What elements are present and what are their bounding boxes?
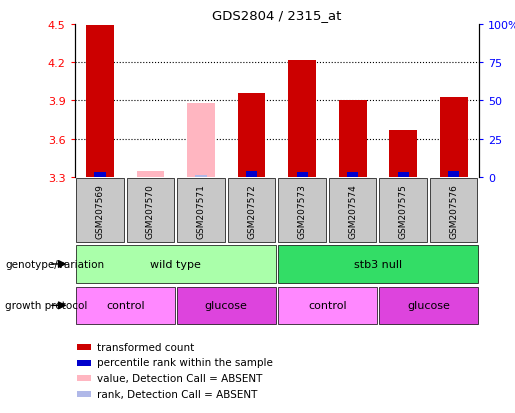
Bar bbox=[278, 287, 377, 324]
Text: rank, Detection Call = ABSENT: rank, Detection Call = ABSENT bbox=[97, 389, 258, 399]
Text: genotype/variation: genotype/variation bbox=[5, 259, 104, 269]
Bar bbox=[379, 287, 478, 324]
Text: GSM207574: GSM207574 bbox=[348, 183, 357, 238]
Bar bbox=[94, 173, 106, 178]
Bar bbox=[77, 391, 91, 397]
Bar bbox=[398, 173, 409, 178]
Bar bbox=[430, 179, 477, 242]
Bar bbox=[237, 93, 265, 178]
Text: value, Detection Call = ABSENT: value, Detection Call = ABSENT bbox=[97, 373, 262, 383]
Bar bbox=[329, 179, 376, 242]
Text: control: control bbox=[106, 301, 145, 311]
Bar bbox=[228, 179, 276, 242]
Bar bbox=[389, 131, 417, 178]
Bar bbox=[297, 173, 307, 178]
Bar bbox=[77, 344, 91, 350]
Bar bbox=[380, 179, 427, 242]
Text: GSM207576: GSM207576 bbox=[449, 183, 458, 238]
Bar bbox=[177, 179, 225, 242]
Bar bbox=[77, 360, 91, 366]
Text: wild type: wild type bbox=[150, 259, 201, 269]
Bar bbox=[339, 101, 367, 178]
Text: percentile rank within the sample: percentile rank within the sample bbox=[97, 358, 273, 368]
Text: stb3 null: stb3 null bbox=[354, 259, 402, 269]
Text: transformed count: transformed count bbox=[97, 342, 194, 352]
Bar bbox=[288, 60, 316, 178]
Text: GSM207569: GSM207569 bbox=[95, 183, 105, 238]
Bar bbox=[86, 26, 114, 178]
Text: control: control bbox=[308, 301, 347, 311]
Bar bbox=[76, 246, 276, 283]
Text: GSM207573: GSM207573 bbox=[298, 183, 306, 238]
Bar bbox=[127, 179, 174, 242]
Text: GSM207575: GSM207575 bbox=[399, 183, 408, 238]
Bar bbox=[177, 287, 276, 324]
Text: GSM207572: GSM207572 bbox=[247, 183, 256, 238]
Bar bbox=[187, 104, 215, 178]
Bar bbox=[76, 287, 175, 324]
Title: GDS2804 / 2315_at: GDS2804 / 2315_at bbox=[212, 9, 341, 22]
Bar bbox=[347, 173, 358, 178]
Bar bbox=[440, 97, 468, 178]
Bar bbox=[196, 176, 207, 178]
Text: GSM207571: GSM207571 bbox=[197, 183, 205, 238]
Bar bbox=[76, 179, 124, 242]
Bar bbox=[278, 246, 478, 283]
Text: GSM207570: GSM207570 bbox=[146, 183, 155, 238]
Text: growth protocol: growth protocol bbox=[5, 301, 88, 311]
Bar bbox=[77, 375, 91, 382]
Text: glucose: glucose bbox=[407, 301, 450, 311]
Bar bbox=[246, 172, 257, 178]
Bar bbox=[278, 179, 326, 242]
Text: glucose: glucose bbox=[205, 301, 248, 311]
Bar bbox=[136, 171, 164, 178]
Bar bbox=[448, 172, 459, 178]
